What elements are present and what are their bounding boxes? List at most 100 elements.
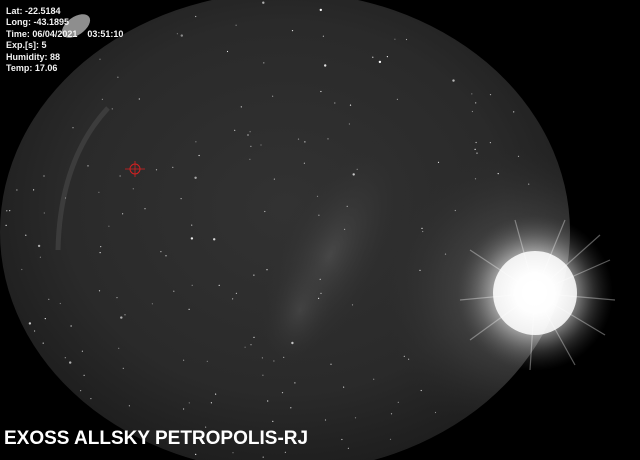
star (144, 208, 146, 210)
star (69, 361, 72, 364)
longitude-readout: Long: -43.1895 (6, 17, 70, 28)
star (341, 438, 343, 441)
star (33, 189, 35, 191)
moon-glare (457, 215, 616, 371)
star (172, 166, 174, 168)
star (386, 56, 388, 58)
latitude-readout: Lat: -22.5184 (6, 6, 61, 16)
star (396, 98, 398, 100)
star (290, 407, 292, 409)
star (64, 357, 66, 359)
star (160, 251, 162, 253)
star (322, 35, 324, 37)
star (250, 344, 252, 346)
star (291, 341, 294, 345)
star (244, 346, 246, 348)
star (444, 253, 447, 255)
star (319, 278, 321, 280)
star (247, 134, 249, 136)
star (188, 402, 190, 404)
star (34, 330, 36, 332)
star (434, 411, 437, 414)
star (291, 30, 294, 32)
star (378, 60, 382, 64)
star (267, 400, 269, 402)
star (346, 205, 348, 207)
star (372, 56, 374, 58)
cloud-blob (61, 14, 91, 38)
star (344, 228, 346, 230)
star (264, 210, 266, 213)
star (72, 127, 74, 129)
star (218, 284, 220, 286)
star (261, 357, 263, 359)
star (347, 447, 349, 449)
star (272, 420, 274, 422)
star (266, 269, 268, 271)
star (389, 438, 392, 440)
star (250, 145, 252, 147)
star (117, 76, 119, 78)
star (16, 189, 18, 191)
star (249, 158, 251, 160)
star (421, 227, 423, 229)
star (263, 62, 265, 64)
star (87, 165, 89, 167)
star (116, 297, 118, 299)
star (294, 382, 296, 384)
star (354, 417, 357, 419)
star (98, 191, 100, 193)
star (194, 176, 197, 179)
star (319, 8, 322, 12)
star (90, 398, 92, 400)
star (316, 195, 319, 197)
star (281, 392, 284, 394)
star (327, 138, 329, 140)
exposure-readout: Exp.[s]: 5 (6, 40, 47, 51)
star (195, 15, 197, 18)
star (476, 152, 478, 154)
star (497, 173, 499, 175)
star (9, 210, 11, 212)
star (21, 268, 23, 271)
star (206, 360, 208, 362)
star (42, 342, 44, 344)
star (195, 453, 197, 455)
star (173, 290, 175, 292)
star (138, 98, 140, 100)
lens-reflection-arc (55, 106, 110, 251)
star (176, 33, 178, 35)
star (283, 356, 285, 358)
star (100, 246, 102, 248)
star (128, 405, 130, 407)
star (119, 175, 121, 177)
star (474, 178, 477, 180)
star (408, 358, 410, 360)
star (132, 188, 134, 190)
star (120, 316, 123, 319)
star (111, 108, 113, 110)
star (273, 178, 275, 180)
star (405, 38, 408, 41)
timestamp-readout: Time: 06/04/2021 03:51:10 (6, 28, 124, 39)
star (81, 350, 83, 352)
star (272, 95, 274, 97)
star (48, 298, 50, 300)
star (101, 98, 103, 100)
star (517, 155, 520, 157)
star (28, 322, 32, 325)
star (273, 360, 275, 362)
star (198, 154, 200, 157)
star (284, 451, 286, 453)
star (165, 255, 167, 257)
star (489, 94, 492, 96)
star (528, 183, 530, 185)
star (343, 386, 345, 388)
star (80, 390, 82, 392)
star (419, 269, 421, 271)
star (210, 402, 212, 404)
temperature-readout: Temp: 17.06 (6, 63, 58, 74)
star (351, 304, 354, 306)
star (195, 141, 197, 143)
